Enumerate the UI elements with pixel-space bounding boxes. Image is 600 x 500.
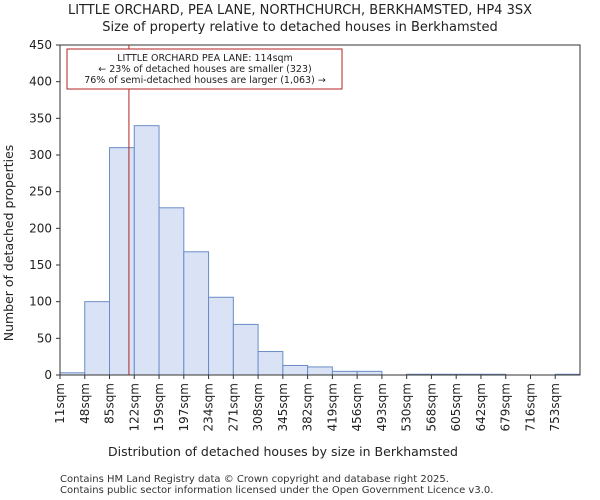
bar-456sqm (356, 370, 383, 376)
bar-122sqm (133, 125, 160, 376)
x-tick-label: 234sqm (202, 383, 216, 431)
y-axis-label: Number of detached properties (1, 145, 16, 342)
x-axis-label: Distribution of detached houses by size … (108, 444, 458, 459)
y-axis: 0 50 100 150 200 250 300 350 400 450 (29, 38, 60, 382)
x-tick-label: 456sqm (350, 383, 364, 431)
x-tick-label: 197sqm (177, 383, 191, 431)
annotation-box: LITTLE ORCHARD PEA LANE: 114sqm ← 23% of… (66, 48, 343, 90)
x-tick-label: 530sqm (400, 383, 414, 431)
y-tick-label: 350 (29, 111, 52, 125)
chart-subtitle: Size of property relative to detached ho… (102, 20, 498, 35)
annotation-line-2: ← 23% of detached houses are smaller (32… (98, 64, 311, 75)
bar-419sqm (331, 370, 358, 376)
histogram-chart: LITTLE ORCHARD, PEA LANE, NORTHCHURCH, B… (1, 3, 581, 459)
annotation-line-1: LITTLE ORCHARD PEA LANE: 114sqm (117, 53, 293, 64)
bar-382sqm (307, 366, 333, 376)
y-tick-label: 400 (29, 75, 52, 89)
y-tick-label: 100 (29, 295, 52, 309)
footer-line-2: Contains public sector information licen… (60, 485, 494, 496)
bar-48sqm (84, 301, 111, 376)
bar-234sqm (208, 296, 234, 376)
x-tick-label: 308sqm (251, 383, 265, 431)
x-tick-label: 11sqm (53, 383, 67, 424)
x-tick-label: 85sqm (103, 383, 117, 424)
y-tick-label: 0 (44, 368, 52, 382)
x-tick-label: 716sqm (523, 383, 537, 431)
footer-line-1: Contains HM Land Registry data © Crown c… (60, 474, 449, 485)
y-tick-label: 450 (29, 38, 52, 52)
x-tick-label: 753sqm (548, 383, 562, 431)
x-tick-label: 122sqm (127, 383, 141, 431)
y-tick-label: 150 (29, 258, 52, 272)
bar-271sqm (232, 323, 259, 376)
bar-345sqm (282, 364, 309, 376)
y-tick-label: 250 (29, 185, 52, 199)
x-tick-label: 48sqm (78, 383, 92, 424)
x-tick-label: 419sqm (325, 383, 339, 431)
bar-159sqm (158, 207, 185, 376)
x-tick-label: 345sqm (276, 383, 290, 431)
x-axis: 11sqm 48sqm 85sqm 122sqm 159sqm 197sqm 234sqm 2… (53, 375, 562, 431)
plot-frame (59, 44, 581, 376)
bar-308sqm (257, 351, 284, 376)
x-tick-label: 271sqm (226, 383, 240, 431)
y-tick-label: 200 (29, 221, 52, 235)
bar-85sqm (109, 147, 135, 376)
x-tick-label: 159sqm (152, 383, 166, 431)
chart-title: LITTLE ORCHARD, PEA LANE, NORTHCHURCH, B… (68, 3, 532, 18)
y-tick-label: 300 (29, 148, 52, 162)
x-tick-label: 382sqm (301, 383, 315, 431)
x-tick-label: 605sqm (449, 383, 463, 431)
annotation-line-3: 76% of semi-detached houses are larger (… (84, 75, 326, 86)
annotation-frame (66, 48, 343, 90)
x-tick-label: 493sqm (375, 383, 389, 431)
bar-197sqm (183, 251, 210, 376)
x-tick-label: 568sqm (424, 383, 438, 431)
y-tick-label: 50 (37, 331, 52, 345)
bars-group (59, 125, 581, 376)
x-tick-label: 642sqm (474, 383, 488, 431)
x-tick-label: 679sqm (499, 383, 513, 431)
